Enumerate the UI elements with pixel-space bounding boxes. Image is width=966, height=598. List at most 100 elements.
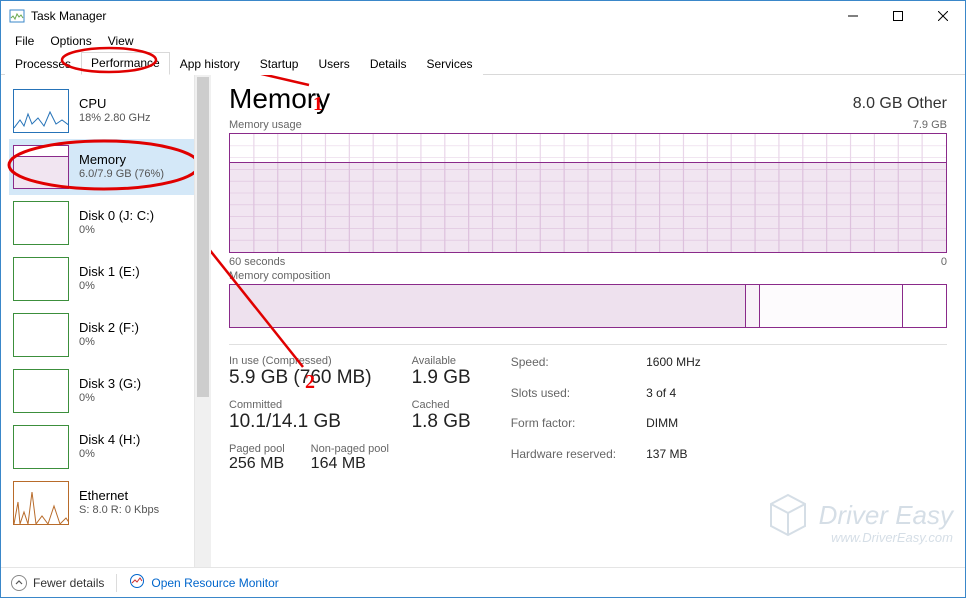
stat-label: Non-paged pool <box>311 443 389 455</box>
sidebar: CPU 18% 2.80 GHz Memory 6.0/7.9 GB (76%) <box>1 75 211 567</box>
page-title: Memory <box>229 83 330 115</box>
sidebar-item-label: Memory <box>79 152 164 168</box>
usage-chart-label: Memory usage <box>229 119 302 131</box>
fewer-details-label: Fewer details <box>33 576 104 590</box>
tab-startup[interactable]: Startup <box>250 53 309 75</box>
stat-label: Cached <box>412 399 471 411</box>
sidebar-item-sub: 0% <box>79 336 139 350</box>
sidebar-item-label: Disk 1 (E:) <box>79 264 140 280</box>
statusbar: Fewer details Open Resource Monitor <box>1 567 965 597</box>
sidebar-item-disk0[interactable]: Disk 0 (J: C:) 0% <box>9 195 194 251</box>
composition-chart-label: Memory composition <box>229 270 330 282</box>
tab-processes[interactable]: Processes <box>5 53 81 75</box>
watermark-cube-icon <box>767 491 809 539</box>
stat-nonpaged-pool: Non-paged pool 164 MB <box>311 443 389 473</box>
sidebar-item-sub: 6.0/7.9 GB (76%) <box>79 168 164 182</box>
fewer-details-button[interactable]: Fewer details <box>11 575 104 591</box>
sidebar-item-sub: 0% <box>79 280 140 294</box>
menu-file[interactable]: File <box>7 32 42 50</box>
sidebar-item-disk4[interactable]: Disk 4 (H:) 0% <box>9 419 194 475</box>
sidebar-item-sub: 0% <box>79 224 154 238</box>
sidebar-item-label: CPU <box>79 96 151 112</box>
tab-users[interactable]: Users <box>308 53 359 75</box>
titlebar: Task Manager <box>1 1 965 31</box>
comp-segment-modified <box>746 285 760 327</box>
usage-chart-xright: 0 <box>941 256 947 268</box>
close-button[interactable] <box>920 2 965 31</box>
minimize-button[interactable] <box>830 2 875 31</box>
tab-details[interactable]: Details <box>360 53 417 75</box>
usage-chart-ymax: 7.9 GB <box>913 119 947 131</box>
stat-key: Hardware reserved: <box>511 447 616 474</box>
cpu-thumb-icon <box>13 89 69 133</box>
body: CPU 18% 2.80 GHz Memory 6.0/7.9 GB (76%) <box>1 75 965 567</box>
stat-label: In use (Compressed) <box>229 355 372 367</box>
memory-composition-chart <box>229 284 947 328</box>
stats-right: Speed:1600 MHz Slots used:3 of 4 Form fa… <box>511 355 701 473</box>
stat-cached: Cached 1.8 GB <box>412 399 471 433</box>
stat-key: Speed: <box>511 355 616 382</box>
disk-thumb-icon <box>13 201 69 245</box>
stat-committed: Committed 10.1/14.1 GB <box>229 399 372 433</box>
disk-thumb-icon <box>13 369 69 413</box>
sidebar-item-label: Disk 4 (H:) <box>79 432 140 448</box>
sidebar-item-label: Disk 2 (F:) <box>79 320 139 336</box>
stat-inuse: In use (Compressed) 5.9 GB (760 MB) <box>229 355 372 389</box>
menu-options[interactable]: Options <box>42 32 99 50</box>
sidebar-scrollbar[interactable] <box>194 75 211 567</box>
tab-performance[interactable]: Performance <box>81 52 170 75</box>
sidebar-item-memory[interactable]: Memory 6.0/7.9 GB (76%) <box>9 139 194 195</box>
memory-usage-chart <box>229 133 947 253</box>
maximize-button[interactable] <box>875 2 920 31</box>
watermark-brand: Driver Easy <box>819 500 953 531</box>
open-resource-monitor-link[interactable]: Open Resource Monitor <box>129 573 278 592</box>
app-icon <box>9 8 25 24</box>
main-panel: Memory 8.0 GB Other Memory usage 7.9 GB … <box>211 75 965 567</box>
tab-services[interactable]: Services <box>417 53 483 75</box>
chevron-up-icon <box>11 575 27 591</box>
stat-label: Paged pool <box>229 443 285 455</box>
sidebar-item-ethernet[interactable]: Ethernet S: 8.0 R: 0 Kbps <box>9 475 194 531</box>
sidebar-item-disk2[interactable]: Disk 2 (F:) 0% <box>9 307 194 363</box>
statusbar-separator <box>116 574 117 592</box>
watermark-url: www.DriverEasy.com <box>831 530 953 545</box>
stat-val: DIMM <box>646 416 701 443</box>
sidebar-item-sub: 0% <box>79 448 140 462</box>
stat-value: 10.1/14.1 GB <box>229 411 372 433</box>
sidebar-item-label: Disk 3 (G:) <box>79 376 141 392</box>
disk-thumb-icon <box>13 425 69 469</box>
sidebar-item-sub: 18% 2.80 GHz <box>79 112 151 126</box>
sidebar-item-disk1[interactable]: Disk 1 (E:) 0% <box>9 251 194 307</box>
sidebar-item-disk3[interactable]: Disk 3 (G:) 0% <box>9 363 194 419</box>
memory-total-label: 8.0 GB Other <box>853 95 947 113</box>
sidebar-list: CPU 18% 2.80 GHz Memory 6.0/7.9 GB (76%) <box>1 75 194 567</box>
stat-val: 3 of 4 <box>646 386 701 413</box>
stat-value: 164 MB <box>311 455 389 473</box>
task-manager-window: Task Manager File Options View Processes… <box>0 0 966 598</box>
stat-available: Available 1.9 GB <box>412 355 471 389</box>
menu-view[interactable]: View <box>100 32 142 50</box>
sidebar-item-cpu[interactable]: CPU 18% 2.80 GHz <box>9 83 194 139</box>
usage-fill <box>230 162 946 252</box>
stat-value: 1.9 GB <box>412 367 471 389</box>
memory-thumb-icon <box>13 145 69 189</box>
open-resmon-label: Open Resource Monitor <box>151 576 278 590</box>
stat-value: 1.8 GB <box>412 411 471 433</box>
scrollbar-thumb[interactable] <box>197 77 209 397</box>
stat-paged-pool: Paged pool 256 MB <box>229 443 285 473</box>
stat-val: 137 MB <box>646 447 701 474</box>
stat-key: Form factor: <box>511 416 616 443</box>
ethernet-thumb-icon <box>13 481 69 525</box>
tab-app-history[interactable]: App history <box>170 53 250 75</box>
stat-value: 256 MB <box>229 455 285 473</box>
window-title: Task Manager <box>31 9 106 23</box>
divider <box>229 344 947 345</box>
stat-value: 5.9 GB (760 MB) <box>229 367 372 389</box>
comp-segment-inuse <box>230 285 746 327</box>
resmon-icon <box>129 573 145 592</box>
disk-thumb-icon <box>13 257 69 301</box>
watermark: Driver Easy www.DriverEasy.com <box>767 491 953 539</box>
sidebar-item-sub: S: 8.0 R: 0 Kbps <box>79 504 159 518</box>
sidebar-item-label: Disk 0 (J: C:) <box>79 208 154 224</box>
comp-segment-free <box>903 285 946 327</box>
